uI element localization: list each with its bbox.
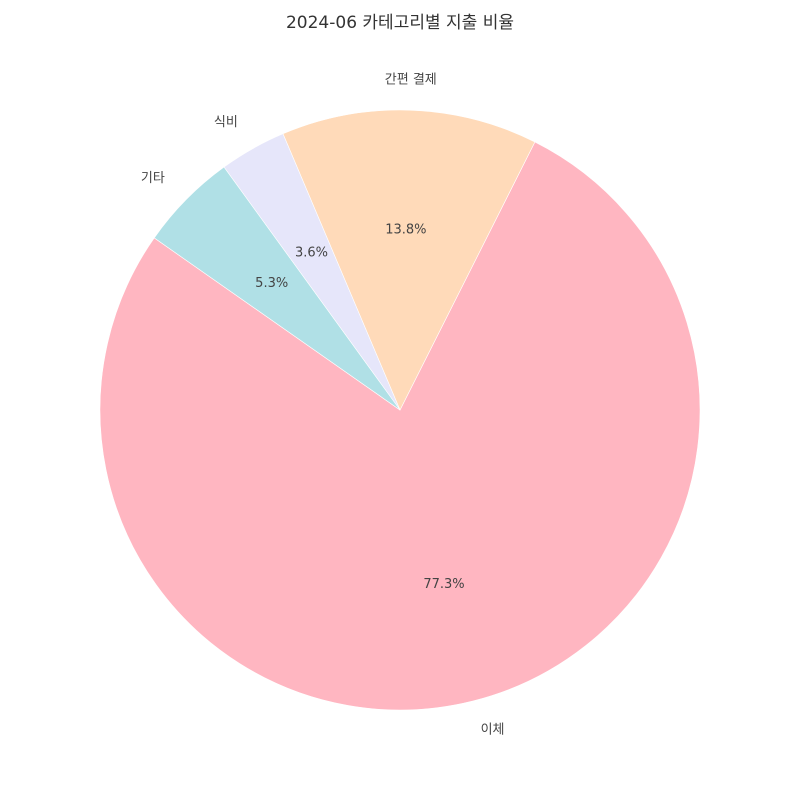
slice-category-label: 기타 bbox=[141, 171, 165, 186]
pie-slices bbox=[99, 109, 701, 711]
slice-percent-label: 13.8% bbox=[385, 223, 426, 238]
slice-percent-label: 77.3% bbox=[423, 577, 464, 592]
pie-labels: 이체 77.3% 간편 결제 13.8% 식비 3.6% 기타 5.3% bbox=[141, 73, 505, 738]
slice-percent-label: 3.6% bbox=[295, 246, 328, 261]
pie-slice-1 bbox=[282, 109, 536, 411]
slice-percent-label: 5.3% bbox=[255, 276, 288, 291]
slice-category-label: 식비 bbox=[214, 115, 238, 130]
pie-slice-3 bbox=[153, 166, 401, 411]
slice-category-label: 간편 결제 bbox=[385, 73, 437, 88]
chart-title: 2024-06 카테고리별 지출 비율 bbox=[286, 13, 514, 33]
pie-slice-0 bbox=[99, 141, 701, 711]
slice-category-label: 이체 bbox=[481, 723, 505, 738]
